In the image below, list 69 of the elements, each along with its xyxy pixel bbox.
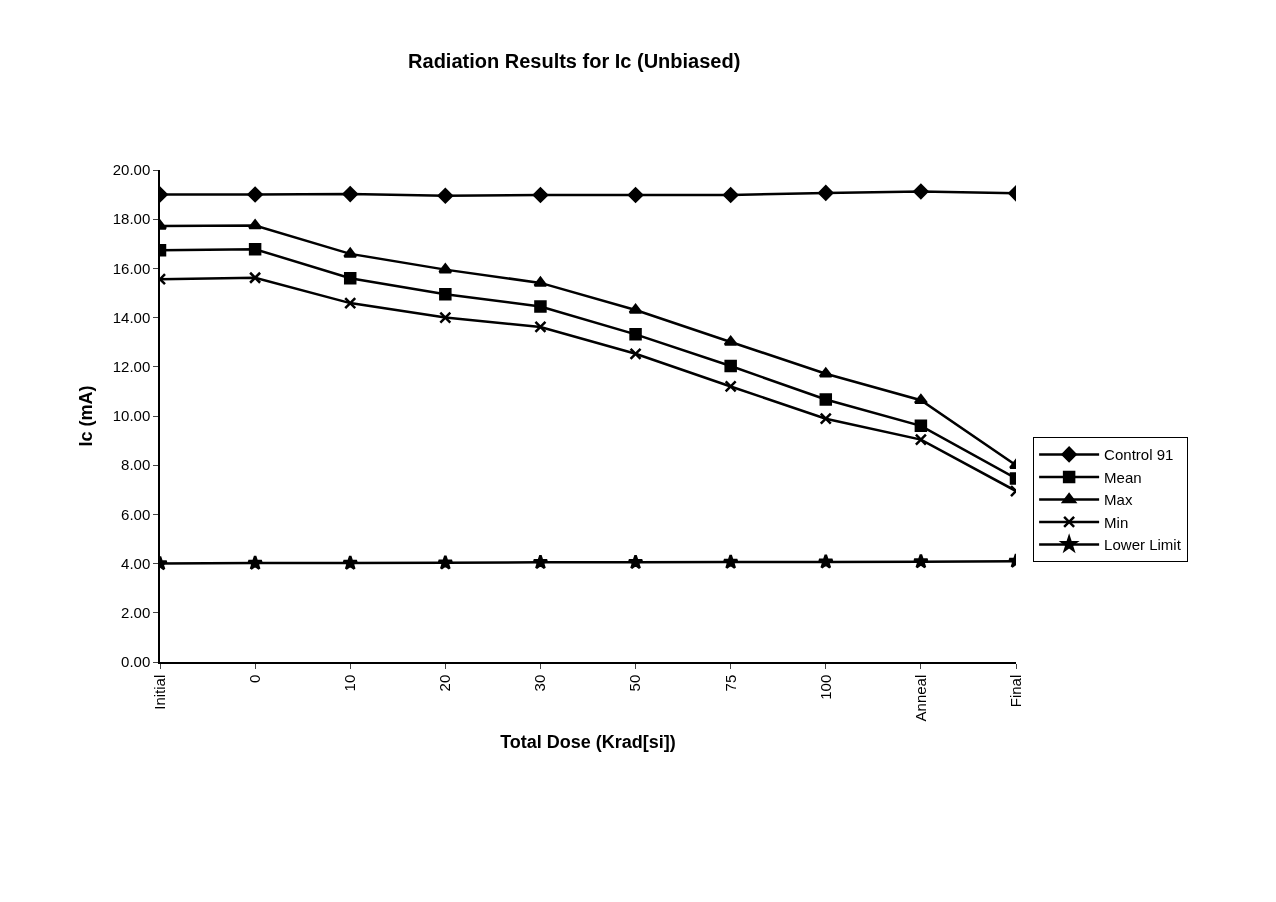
point bbox=[818, 185, 834, 201]
x-tick-label: Initial bbox=[150, 674, 168, 710]
y-tick-label: 12.00 bbox=[112, 358, 151, 376]
x-tick-label: 50 bbox=[626, 674, 644, 692]
point bbox=[343, 296, 357, 310]
point bbox=[343, 271, 357, 285]
point bbox=[247, 554, 264, 571]
point bbox=[343, 247, 358, 258]
y-axis-title: Ic (mA) bbox=[76, 385, 97, 447]
point bbox=[437, 188, 454, 204]
legend-label: Mean bbox=[1104, 468, 1142, 486]
y-tick-label: 14.00 bbox=[112, 308, 151, 326]
point bbox=[818, 367, 833, 378]
point bbox=[629, 328, 642, 341]
point bbox=[342, 554, 359, 571]
point bbox=[627, 554, 644, 570]
y-tick-label: 2.00 bbox=[121, 604, 151, 622]
y-tick-label: 18.00 bbox=[112, 210, 151, 228]
x-tick-label: 100 bbox=[816, 674, 834, 700]
point bbox=[722, 187, 739, 203]
point bbox=[819, 412, 833, 425]
point bbox=[439, 311, 452, 324]
point bbox=[248, 242, 262, 256]
y-tick-label: 4.00 bbox=[121, 554, 151, 572]
point bbox=[534, 320, 547, 334]
point bbox=[248, 219, 263, 230]
point bbox=[247, 186, 263, 203]
y-tick-label: 6.00 bbox=[121, 505, 151, 523]
legend-label: Min bbox=[1104, 513, 1129, 531]
x-tick-label: 10 bbox=[341, 674, 359, 692]
point bbox=[723, 335, 738, 346]
point bbox=[914, 419, 928, 433]
y-tick-label: 16.00 bbox=[112, 259, 151, 277]
point bbox=[629, 347, 642, 361]
point bbox=[817, 553, 834, 569]
point bbox=[628, 303, 643, 314]
point bbox=[627, 187, 644, 203]
x-tick-label: Anneal bbox=[911, 674, 929, 722]
point bbox=[914, 433, 928, 446]
y-tick-label: 10.00 bbox=[112, 407, 151, 425]
point bbox=[439, 287, 452, 301]
x-tick-label: 30 bbox=[531, 674, 549, 692]
legend-label: Control 91 bbox=[1104, 446, 1174, 464]
y-tick-label: 8.00 bbox=[121, 456, 151, 474]
point bbox=[913, 183, 929, 200]
y-tick-label: 20.00 bbox=[112, 161, 151, 179]
point bbox=[248, 271, 262, 284]
legend-label: Max bbox=[1104, 491, 1133, 509]
legend-label: Lower Limit bbox=[1104, 536, 1182, 554]
point bbox=[534, 300, 547, 313]
point bbox=[532, 554, 549, 570]
x-tick-label: 0 bbox=[245, 674, 263, 684]
point bbox=[819, 393, 833, 406]
point bbox=[724, 380, 737, 393]
x-axis-title: Total Dose (Krad[si]) bbox=[500, 732, 676, 753]
chart-title: Radiation Results for Ic (Unbiased) bbox=[408, 50, 741, 73]
point bbox=[438, 263, 453, 274]
point bbox=[912, 553, 929, 569]
x-tick-label: 20 bbox=[436, 674, 454, 692]
point bbox=[532, 187, 549, 203]
point bbox=[533, 276, 548, 287]
point bbox=[913, 394, 928, 405]
point bbox=[724, 359, 737, 373]
point bbox=[722, 553, 739, 570]
x-tick-label: Final bbox=[1006, 674, 1024, 708]
x-tick-label: 75 bbox=[721, 674, 739, 692]
point bbox=[342, 186, 358, 202]
y-tick-label: 0.00 bbox=[121, 653, 151, 671]
point bbox=[437, 554, 454, 570]
